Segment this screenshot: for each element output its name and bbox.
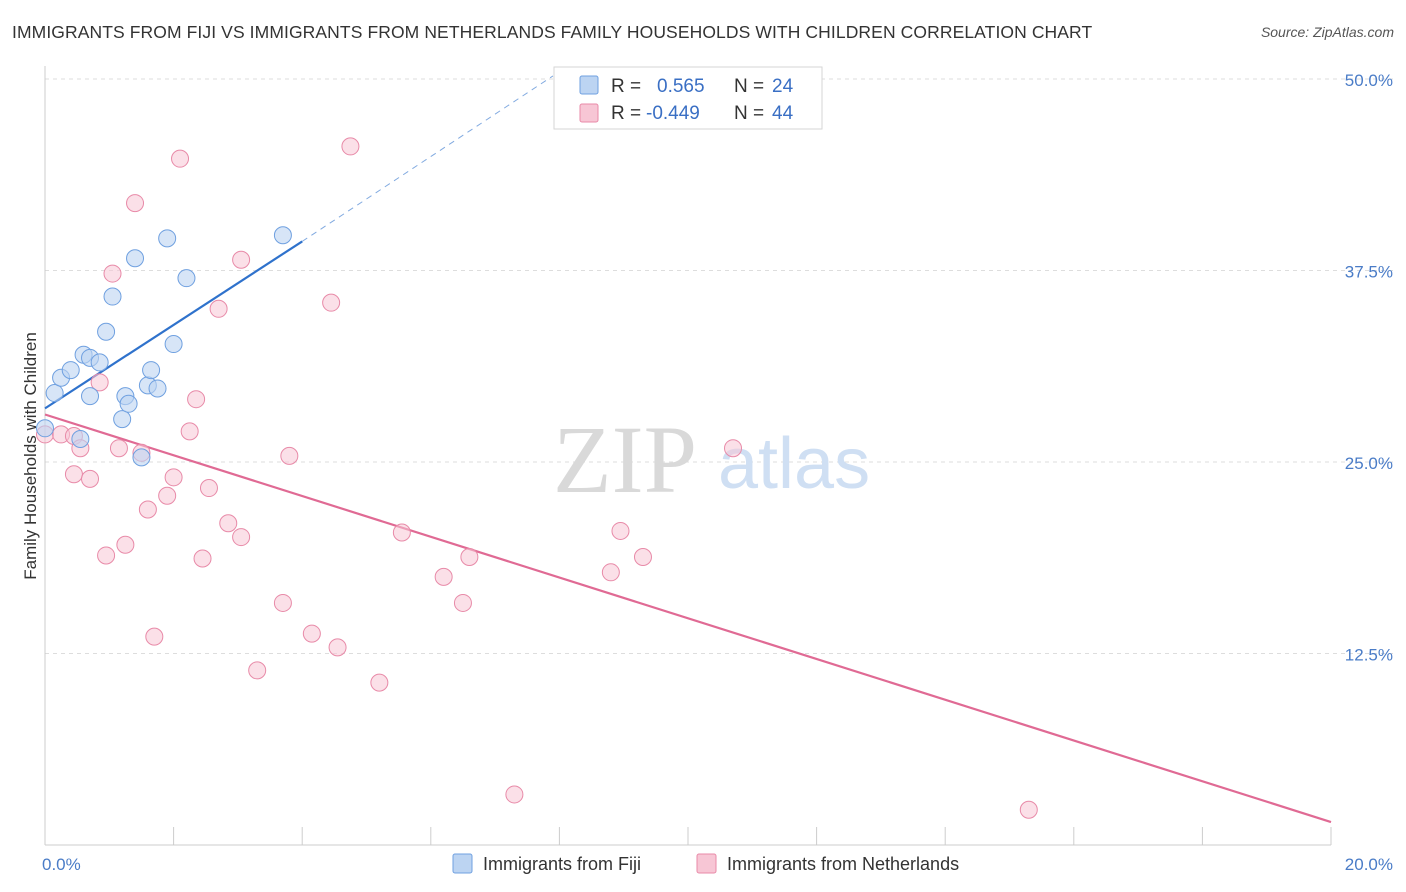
point-fiji-10 bbox=[103, 287, 122, 306]
point-netherlands-5 bbox=[81, 469, 100, 488]
legend-n-value-netherlands: 44 bbox=[772, 103, 794, 124]
bottom-legend: Immigrants from Fiji Immigrants from Net… bbox=[452, 853, 959, 874]
point-fiji-18 bbox=[148, 379, 167, 398]
point-netherlands-21 bbox=[199, 479, 218, 498]
point-netherlands-29 bbox=[302, 624, 321, 643]
point-fiji-21 bbox=[177, 269, 196, 288]
point-netherlands-24 bbox=[232, 250, 251, 269]
legend-r-value-netherlands: -0.449 bbox=[646, 103, 700, 124]
watermark-atlas: atlas bbox=[718, 424, 870, 504]
point-netherlands-25 bbox=[232, 528, 251, 547]
x-tick-label-0: 0.0% bbox=[42, 855, 81, 874]
point-netherlands-20 bbox=[193, 549, 212, 568]
point-netherlands-28 bbox=[280, 446, 299, 465]
legend-r-label-netherlands: R = bbox=[611, 103, 641, 124]
legend-r-label-fiji: R = bbox=[611, 76, 641, 97]
point-fiji-3 bbox=[61, 361, 80, 380]
point-fiji-1 bbox=[45, 384, 64, 403]
point-netherlands-26 bbox=[248, 661, 267, 680]
trend-line-fiji-extension bbox=[301, 75, 554, 242]
point-netherlands-30 bbox=[322, 293, 341, 312]
chart-title: IMMIGRANTS FROM FIJI VS IMMIGRANTS FROM … bbox=[12, 22, 1093, 42]
bottom-legend-swatch-netherlands bbox=[696, 853, 717, 874]
source-label: Source: ZipAtlas.com bbox=[1260, 24, 1394, 40]
point-fiji-22 bbox=[273, 226, 292, 245]
point-netherlands-22 bbox=[209, 299, 228, 318]
point-netherlands-18 bbox=[180, 422, 199, 441]
legend-r-value-fiji: 0.565 bbox=[657, 76, 705, 97]
point-netherlands-43 bbox=[1019, 800, 1038, 819]
point-fiji-13 bbox=[119, 394, 138, 413]
point-fiji-20 bbox=[164, 335, 183, 354]
point-netherlands-15 bbox=[158, 486, 177, 505]
legend-n-value-fiji: 24 bbox=[772, 76, 794, 97]
point-fiji-6 bbox=[81, 387, 100, 406]
point-fiji-11 bbox=[113, 410, 132, 429]
trend-line-fiji bbox=[44, 240, 303, 410]
point-netherlands-34 bbox=[392, 523, 411, 542]
trend-line-netherlands bbox=[44, 413, 1332, 824]
bottom-legend-label-fiji: Immigrants from Fiji bbox=[483, 854, 641, 874]
x-tick-labels: 0.0% 20.0% bbox=[42, 855, 1393, 874]
point-netherlands-40 bbox=[611, 521, 630, 540]
point-netherlands-23 bbox=[219, 514, 238, 533]
point-fiji-14 bbox=[126, 249, 145, 268]
watermark-zip: ZIP bbox=[553, 406, 697, 513]
point-netherlands-14 bbox=[145, 627, 164, 646]
point-fiji-8 bbox=[90, 353, 109, 372]
point-fiji-0 bbox=[36, 419, 54, 438]
legend-frame bbox=[553, 66, 823, 130]
legend-swatch-fiji bbox=[579, 75, 599, 95]
point-netherlands-3 bbox=[64, 465, 83, 484]
point-netherlands-37 bbox=[460, 547, 479, 566]
point-netherlands-27 bbox=[273, 593, 292, 612]
gridlines bbox=[45, 78, 1395, 654]
bottom-legend-label-netherlands: Immigrants from Netherlands bbox=[727, 854, 959, 874]
point-netherlands-10 bbox=[116, 535, 135, 554]
point-netherlands-13 bbox=[138, 500, 157, 519]
point-netherlands-16 bbox=[164, 468, 183, 487]
axes bbox=[44, 66, 1332, 846]
point-netherlands-32 bbox=[341, 137, 360, 156]
point-netherlands-19 bbox=[187, 390, 206, 409]
point-netherlands-9 bbox=[109, 439, 128, 458]
point-netherlands-11 bbox=[126, 194, 145, 213]
point-fiji-17 bbox=[142, 361, 161, 380]
x-tick-label-1: 20.0% bbox=[1345, 855, 1393, 874]
point-netherlands-6 bbox=[90, 373, 109, 392]
point-netherlands-42 bbox=[724, 439, 743, 458]
point-netherlands-33 bbox=[370, 673, 389, 692]
watermark: ZIP atlas bbox=[553, 406, 870, 513]
legend-swatch-netherlands bbox=[579, 103, 599, 123]
point-netherlands-41 bbox=[633, 547, 652, 566]
y-tick-labels: 12.5% 25.0% 37.5% 50.0% bbox=[1345, 71, 1393, 665]
point-netherlands-35 bbox=[434, 567, 453, 586]
trend-lines bbox=[44, 75, 1332, 824]
y-tick-label-3: 50.0% bbox=[1345, 71, 1393, 90]
point-fiji-9 bbox=[97, 322, 116, 341]
y-tick-label-1: 25.0% bbox=[1345, 454, 1393, 473]
point-netherlands-17 bbox=[171, 149, 190, 168]
data-points bbox=[36, 137, 1038, 819]
legend-box: R = 0.565 N = 24 R = -0.449 N = 44 bbox=[553, 66, 823, 130]
point-fiji-19 bbox=[158, 229, 177, 248]
point-fiji-4 bbox=[71, 430, 90, 449]
y-axis-title: Family Households with Children bbox=[21, 332, 40, 580]
legend-n-label-fiji: N = bbox=[734, 76, 764, 97]
point-netherlands-7 bbox=[97, 546, 116, 565]
point-netherlands-8 bbox=[103, 264, 122, 283]
point-netherlands-39 bbox=[601, 563, 620, 582]
point-netherlands-36 bbox=[453, 593, 472, 612]
y-tick-label-0: 12.5% bbox=[1345, 646, 1393, 665]
y-tick-label-2: 37.5% bbox=[1345, 263, 1393, 282]
point-fiji-15 bbox=[132, 448, 151, 467]
point-netherlands-38 bbox=[505, 785, 524, 804]
legend-n-label-netherlands: N = bbox=[734, 103, 764, 124]
bottom-legend-swatch-fiji bbox=[452, 853, 473, 874]
point-netherlands-31 bbox=[328, 638, 347, 657]
